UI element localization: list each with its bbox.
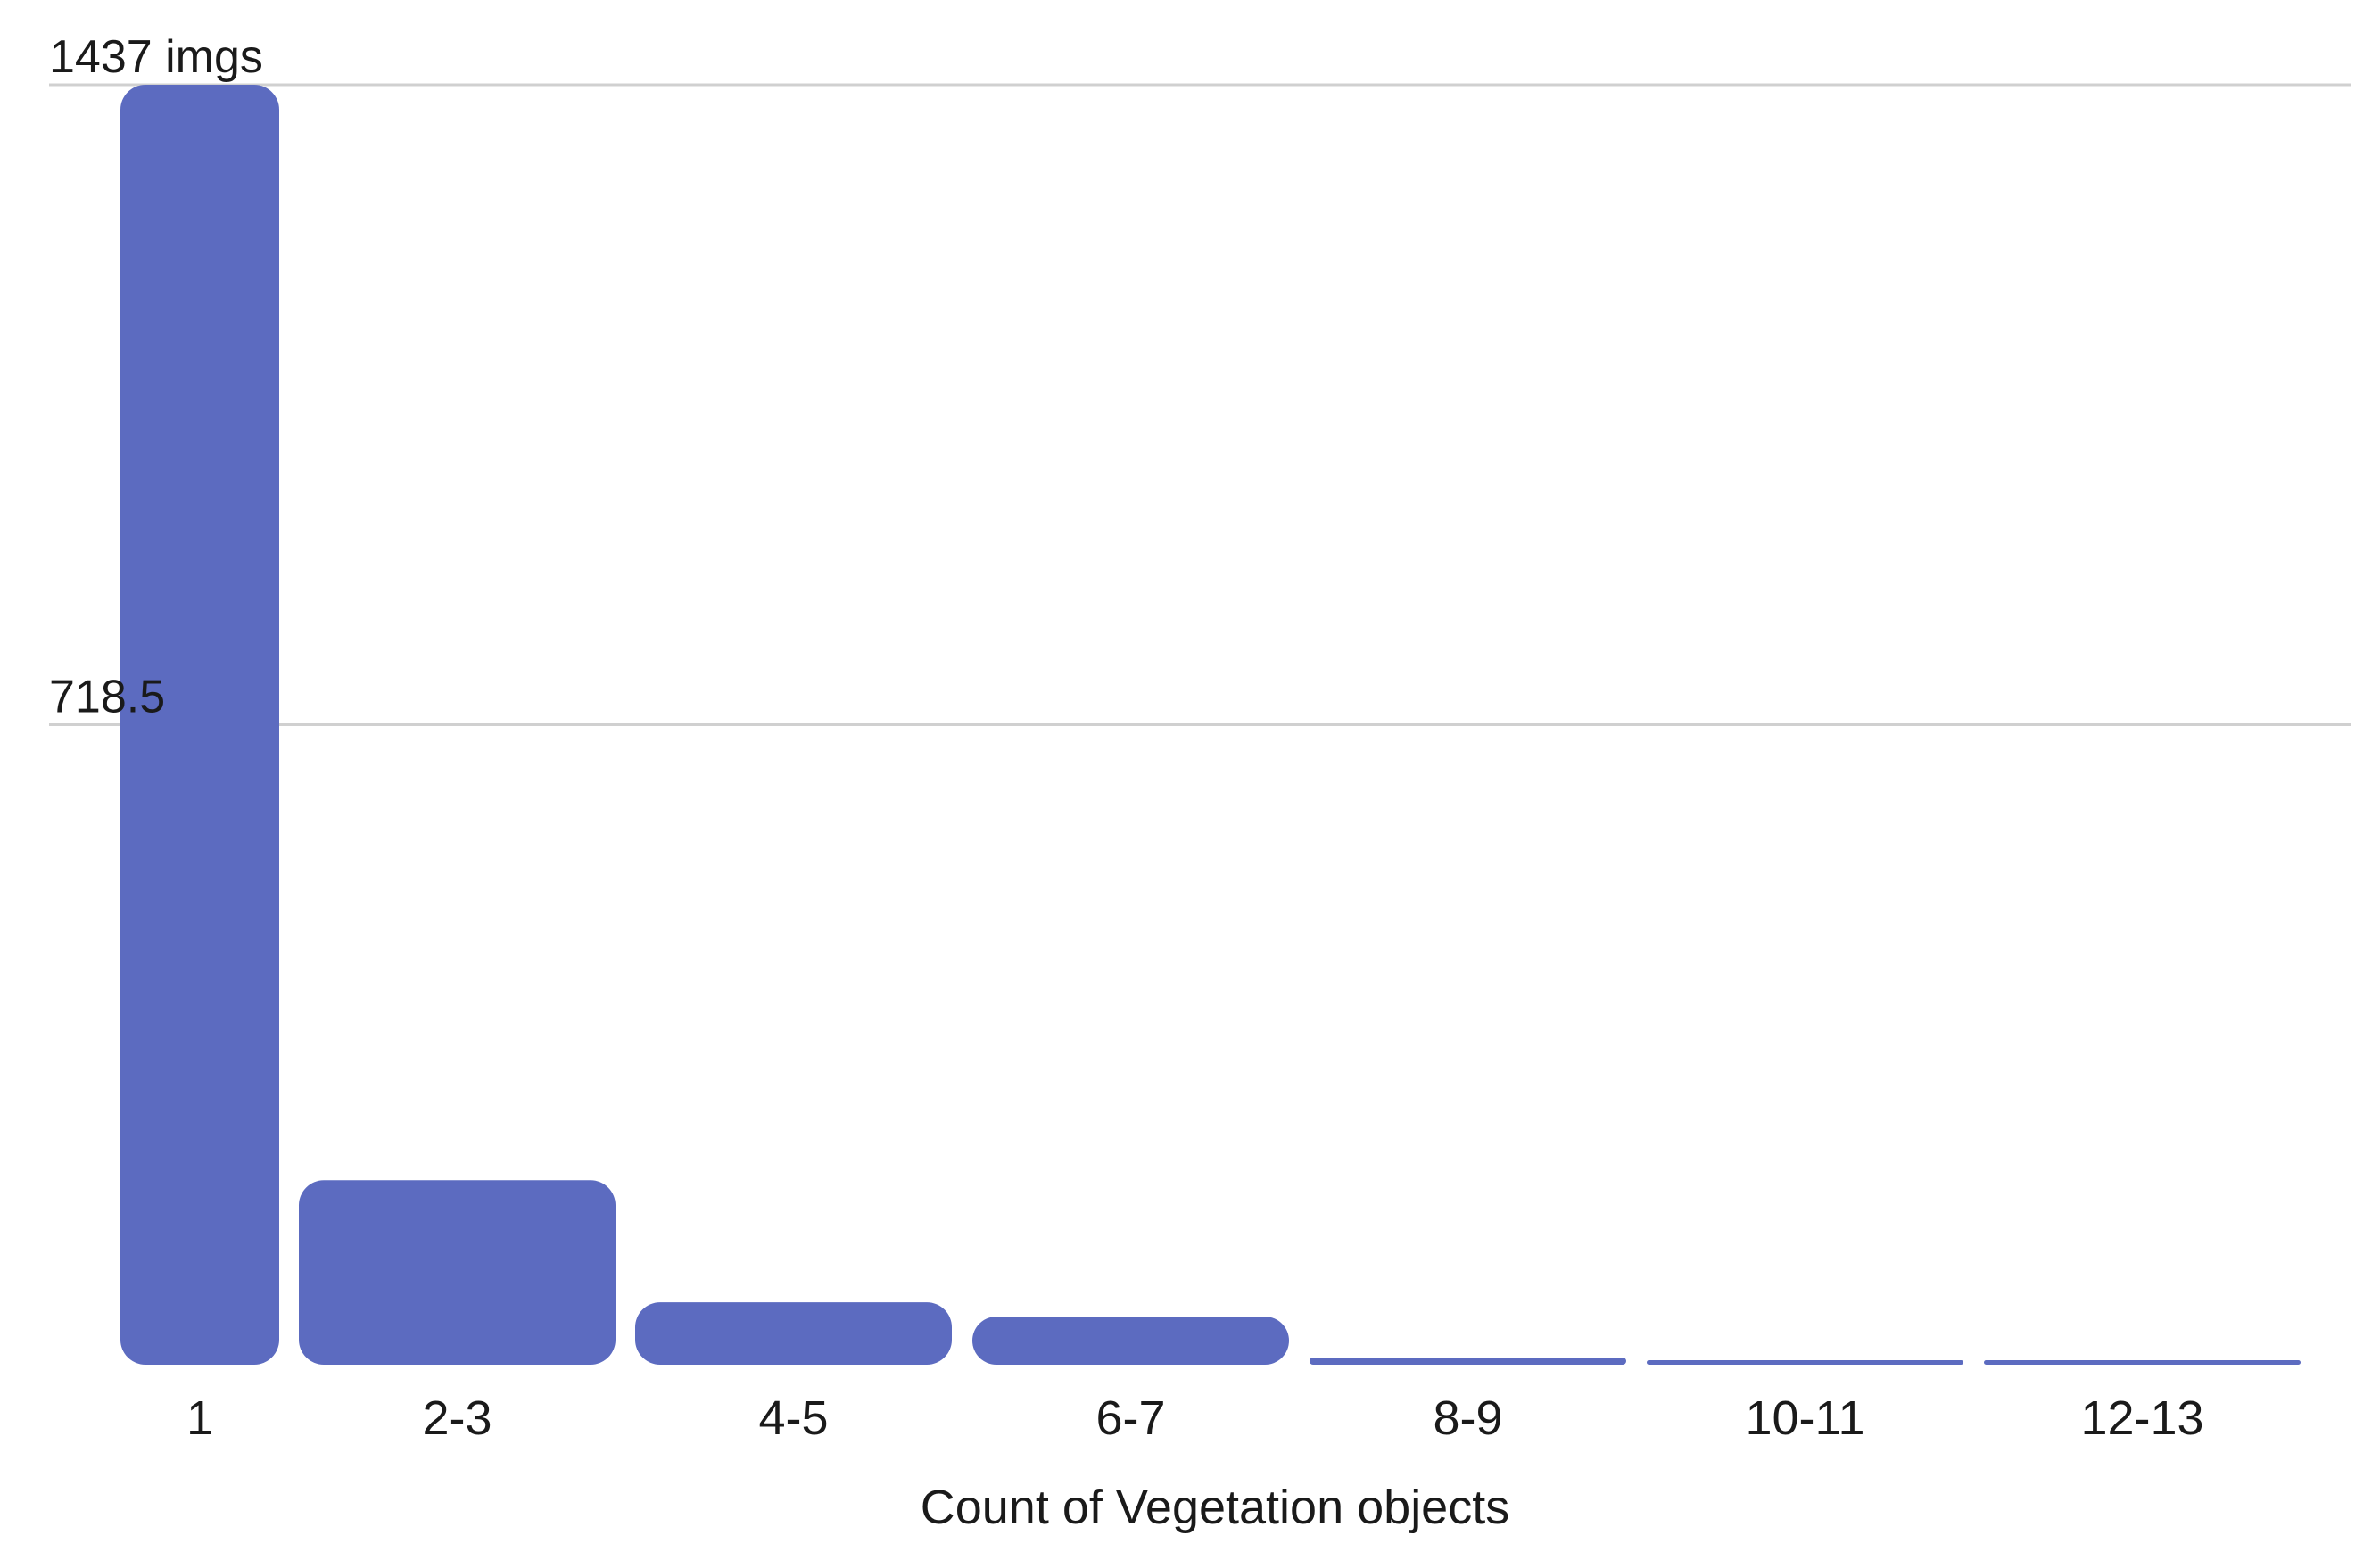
bar-6-7: [972, 1317, 1289, 1365]
bar-10-11: [1647, 1360, 1963, 1365]
y-tick-label: 718.5: [49, 672, 165, 723]
y-tick-labels: 1437 imgs 718.5: [49, 31, 263, 723]
bar-12-13: [1984, 1360, 2301, 1365]
x-tick-label: 2-3: [422, 1391, 492, 1445]
x-tick-labels: 1 2-3 4-5 6-7 8-9 10-11 12-13: [186, 1391, 2204, 1445]
gridlines: [49, 83, 2351, 726]
bar-2-3: [299, 1180, 616, 1365]
bar-8-9: [1310, 1358, 1626, 1365]
y-tick-label: 1437 imgs: [49, 31, 263, 83]
bars: [120, 85, 2301, 1365]
x-tick-label: 4-5: [758, 1391, 828, 1445]
x-tick-label: 12-13: [2080, 1391, 2203, 1445]
x-tick-label: 6-7: [1095, 1391, 1165, 1445]
bar-4-5: [635, 1302, 952, 1365]
x-tick-label: 1: [186, 1391, 213, 1445]
x-tick-label: 8-9: [1433, 1391, 1502, 1445]
bar-1: [120, 85, 279, 1365]
x-axis-label: Count of Vegetation objects: [921, 1481, 1509, 1534]
x-tick-label: 10-11: [1745, 1391, 1864, 1445]
